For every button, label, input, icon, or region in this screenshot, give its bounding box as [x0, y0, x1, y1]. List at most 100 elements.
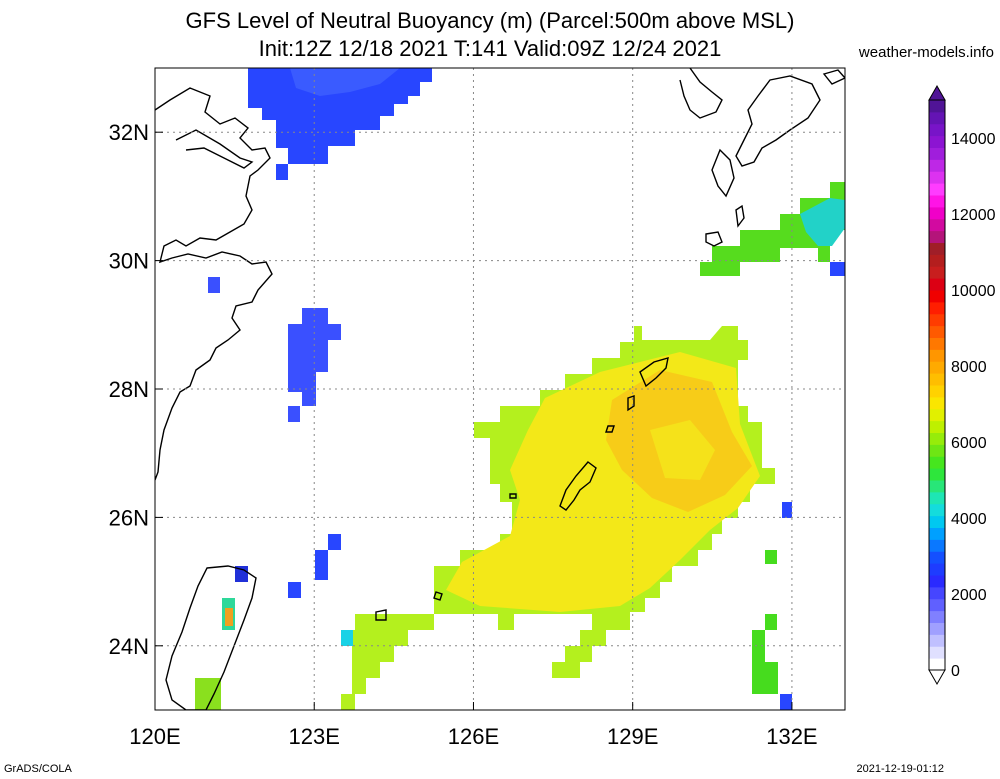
- colorbar-segment: [929, 135, 945, 148]
- colorbar-segment: [929, 337, 945, 350]
- low-lnb-cell: [782, 502, 792, 518]
- colorbar-label: 10000: [951, 283, 996, 300]
- colorbar-segment: [929, 171, 945, 184]
- colorbar-label: 12000: [951, 207, 996, 224]
- china-coastline: [155, 87, 273, 481]
- taiwan-coastline: [165, 565, 257, 710]
- lat-tick-label: 24N: [109, 634, 149, 659]
- lon-tick-label: 132E: [766, 724, 817, 749]
- lat-tick-label: 30N: [109, 249, 149, 274]
- colorbar-segment: [929, 373, 945, 386]
- colorbar-segment: [929, 456, 945, 469]
- colorbar-segment: [929, 622, 945, 635]
- island: [433, 591, 443, 601]
- colorbar-segment: [929, 183, 945, 196]
- colorbar-segment: [929, 515, 945, 528]
- footer-software-label: GrADS/COLA: [4, 763, 72, 775]
- map-title: GFS Level of Neutral Buoyancy (m) (Parce…: [185, 8, 795, 33]
- lat-tick-label: 32N: [109, 120, 149, 145]
- colorbar-segment: [929, 610, 945, 623]
- colorbar-segment: [929, 242, 945, 255]
- longitude-axis: 120E 123E 126E 129E 132E: [129, 702, 818, 749]
- colorbar-label: 14000: [951, 131, 996, 148]
- colorbar-segment: [929, 361, 945, 374]
- colorbar-segment: [929, 563, 945, 576]
- colorbar-segment: [929, 503, 945, 517]
- island: [735, 204, 745, 228]
- colorbar-segment: [929, 586, 945, 600]
- island: [605, 425, 615, 433]
- colorbar-segment: [929, 432, 945, 445]
- colorbar-segment: [929, 468, 945, 481]
- low-lnb-cell: [328, 534, 341, 550]
- colorbar-label: 6000: [951, 435, 987, 452]
- low-lnb-cell: [276, 164, 288, 180]
- colorbar-segment: [929, 396, 945, 410]
- colorbar-segment: [929, 575, 945, 588]
- lon-tick-label: 126E: [448, 724, 499, 749]
- mid-lnb-cell: [752, 630, 778, 694]
- colorbar-segment: [929, 634, 945, 647]
- colorbar-segment: [929, 195, 945, 208]
- lat-tick-label: 26N: [109, 505, 149, 530]
- island: [627, 395, 635, 412]
- colorbar-label: 4000: [951, 511, 987, 528]
- colorbar-segment: [929, 551, 945, 564]
- colorbar-segment: [929, 349, 945, 362]
- island: [375, 609, 387, 621]
- low-lnb-shade: [290, 68, 400, 96]
- map-subtitle: Init:12Z 12/18 2021 T:141 Valid:09Z 12/2…: [258, 36, 722, 61]
- cyan-patch: [800, 198, 845, 246]
- lat-tick-label: 28N: [109, 377, 149, 402]
- yangtze-estuary: [175, 129, 254, 169]
- colorbar-segment: [929, 266, 945, 279]
- colorbar-label: 2000: [951, 587, 987, 604]
- korea-coastline: [679, 68, 723, 119]
- colorbar-segment: [929, 206, 945, 220]
- colorbar-segment: [929, 420, 945, 433]
- footer-timestamp: 2021-12-19-01:12: [856, 763, 944, 775]
- lon-tick-label: 123E: [289, 724, 340, 749]
- colorbar-segment: [929, 278, 945, 291]
- colorbar-segment: [929, 598, 945, 612]
- colorbar-label: 0: [951, 663, 960, 680]
- lon-tick-label: 120E: [129, 724, 180, 749]
- low-lnb-cell: [780, 694, 792, 710]
- colorbar-segment: [929, 480, 945, 493]
- colorbar-segment: [929, 539, 945, 552]
- colorbar-segment: [929, 100, 945, 113]
- mid-lnb-region-northeast: [700, 182, 845, 276]
- high-lnb-cell: [225, 608, 233, 626]
- colorbar-segment: [929, 230, 945, 243]
- island: [509, 493, 517, 499]
- field-layer: [195, 68, 845, 710]
- site-label: weather-models.info: [858, 44, 994, 61]
- colorbar-segment: [929, 385, 945, 398]
- colorbar: 0 2000 4000 6000 8000 10000 12000 14000: [928, 84, 996, 686]
- coastline-layer: [155, 68, 845, 710]
- colorbar-segment: [929, 646, 945, 659]
- mid-lnb-cell: [765, 614, 777, 630]
- kyushu-coastline: [735, 75, 821, 167]
- colorbar-segment: [929, 254, 945, 267]
- gridlines: [155, 68, 845, 710]
- low-lnb-cell: [288, 406, 300, 422]
- colorbar-top-arrow: [928, 84, 946, 101]
- colorbar-segment: [929, 290, 945, 303]
- colorbar-segment: [929, 123, 945, 137]
- low-lnb-cell: [830, 262, 845, 276]
- latitude-axis: 24N 26N 28N 30N 32N: [109, 120, 163, 659]
- colorbar-segment: [929, 147, 945, 160]
- colorbar-segment: [929, 325, 945, 338]
- colorbar-segment: [929, 408, 945, 422]
- colorbar-segment: [929, 527, 945, 540]
- kyushu-south: [711, 148, 735, 198]
- colorbar-segment: [929, 218, 945, 232]
- colorbar-segment: [929, 444, 945, 457]
- island: [705, 231, 723, 247]
- amami-coastline: [639, 357, 669, 388]
- colorbar-segment: [929, 111, 945, 125]
- colorbar-bottom-arrow: [928, 669, 946, 686]
- colorbar-label: 8000: [951, 359, 987, 376]
- colorbar-segment: [929, 491, 945, 505]
